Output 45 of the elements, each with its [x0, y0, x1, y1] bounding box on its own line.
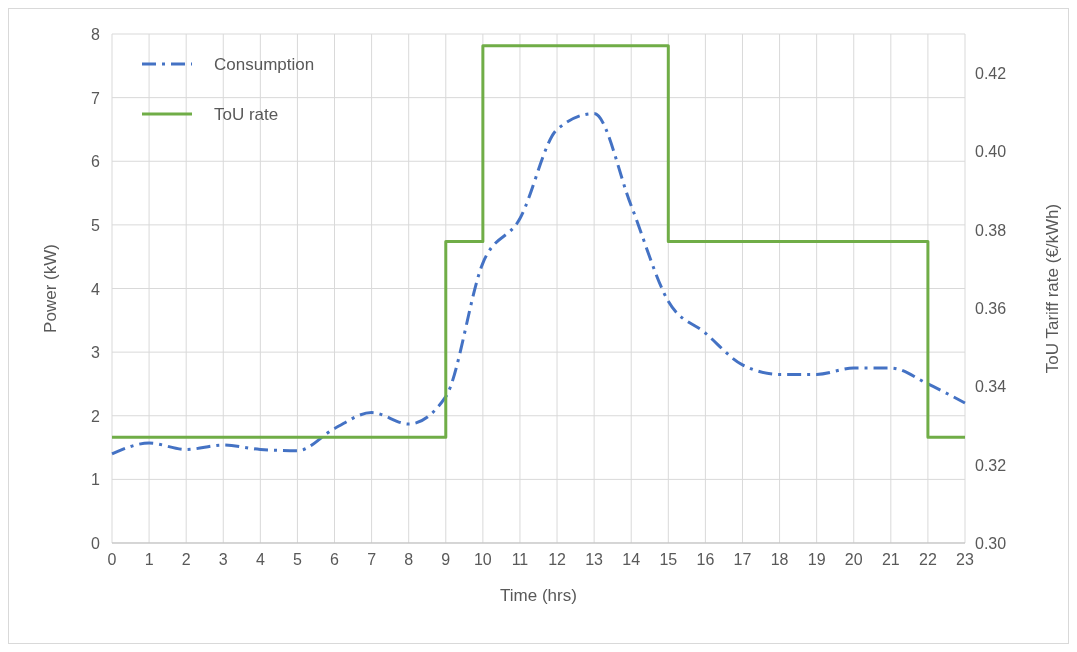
legend-label: Consumption	[214, 55, 315, 74]
y2-tick-label: 0.36	[975, 300, 1007, 318]
x-tick-label: 4	[255, 551, 265, 568]
y-tick-label: 8	[91, 26, 101, 43]
x-tick-label: 22	[919, 551, 937, 568]
x-tick-label: 11	[511, 551, 529, 568]
y-tick-label: 5	[91, 216, 101, 234]
y-tick-label: 6	[91, 153, 101, 171]
y-tick-label: 1	[91, 471, 101, 489]
x-tick-label: 14	[622, 551, 641, 568]
x-tick-label: 6	[330, 551, 340, 568]
x-tick-label: 13	[585, 551, 604, 568]
x-tick-label: 15	[659, 551, 678, 568]
x-tick-label: 17	[733, 551, 752, 568]
x-tick-label: 18	[770, 551, 789, 568]
x-tick-label: 20	[844, 551, 863, 568]
y2-tick-label: 0.38	[975, 221, 1007, 239]
y2-tick-label: 0.30	[975, 535, 1007, 552]
x-tick-label: 3	[218, 551, 228, 568]
x-tick-label: 7	[367, 551, 377, 568]
y-tick-label: 4	[91, 280, 101, 298]
x-tick-label: 0	[107, 551, 117, 568]
y-tick-label: 2	[91, 407, 101, 425]
x-axis-title: Time (hrs)	[500, 586, 577, 605]
x-tick-label: 21	[881, 551, 900, 568]
y2-tick-label: 0.42	[975, 65, 1007, 83]
x-tick-label: 5	[292, 551, 302, 568]
legend-label: ToU rate	[214, 105, 279, 124]
y-tick-label: 0	[91, 535, 101, 552]
y-tick-label: 3	[91, 344, 101, 362]
y-axis-title: Power (kW)	[41, 244, 60, 333]
x-tick-label: 1	[144, 551, 154, 568]
y2-tick-label: 0.40	[975, 143, 1007, 161]
x-tick-label: 9	[441, 551, 451, 568]
y-tick-label: 7	[91, 89, 101, 107]
y2-tick-label: 0.34	[975, 378, 1007, 396]
y2-axis-title: ToU Tariff rate (€/kWh)	[1043, 203, 1062, 374]
x-tick-label: 16	[696, 551, 715, 568]
x-tick-label: 12	[548, 551, 567, 568]
x-tick-label: 10	[473, 551, 492, 568]
x-tick-label: 8	[404, 551, 414, 568]
x-tick-label: 2	[181, 551, 191, 568]
y2-tick-label: 0.32	[975, 456, 1007, 474]
x-tick-label: 19	[807, 551, 826, 568]
x-tick-label: 23	[956, 551, 974, 568]
